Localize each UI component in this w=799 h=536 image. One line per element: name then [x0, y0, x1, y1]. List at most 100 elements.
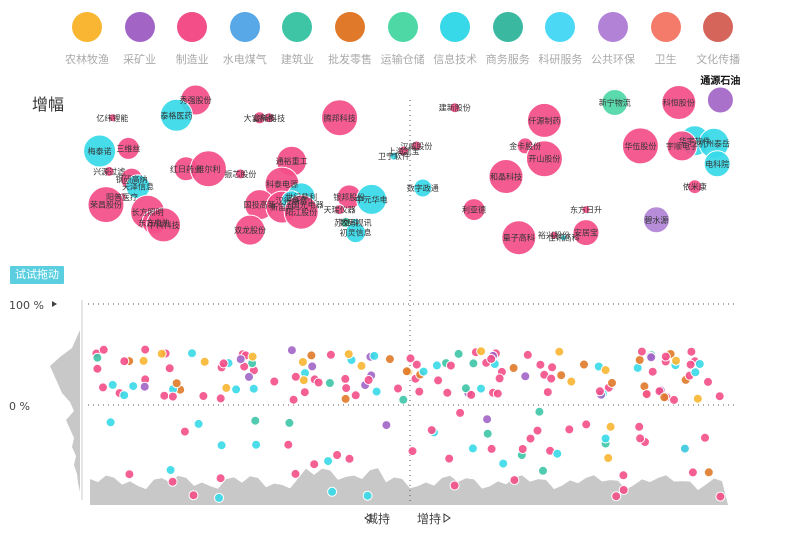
bubble-宇顺电子[interactable]	[666, 130, 698, 162]
y-handle-arrow-icon[interactable]	[52, 301, 57, 307]
bubble-亿纬锂能[interactable]	[107, 113, 117, 123]
mid-band-dot[interactable]	[221, 382, 232, 393]
mid-band-dot[interactable]	[476, 346, 487, 357]
bubble-通源石油[interactable]	[706, 86, 734, 114]
bubble-量子高科[interactable]	[501, 220, 537, 256]
mid-band-dot[interactable]	[198, 391, 209, 401]
mid-band-dot[interactable]	[431, 360, 442, 371]
bubble-东方日升[interactable]	[581, 205, 591, 215]
bubble-阳江股份[interactable]	[283, 194, 319, 230]
mid-band-dot[interactable]	[694, 359, 705, 369]
mid-band-dot[interactable]	[288, 394, 299, 405]
mid-band-dot[interactable]	[248, 383, 259, 394]
mid-band-dot[interactable]	[171, 378, 182, 389]
increase-holdings-label[interactable]: 增持	[417, 512, 442, 526]
legend-item-3[interactable]: 水电煤气	[212, 12, 278, 67]
legend-item-5[interactable]: 批发零售	[317, 12, 383, 67]
bubble-汉威股份[interactable]	[410, 140, 422, 152]
mid-band-dot[interactable]	[703, 376, 713, 387]
mid-band-dot[interactable]	[156, 348, 167, 359]
legend-item-0[interactable]: 农林牧渔	[54, 12, 120, 67]
negative-band-dot[interactable]	[564, 424, 575, 435]
legend-item-12[interactable]: 文化传播	[685, 12, 751, 67]
negative-band-dot[interactable]	[517, 444, 528, 454]
bubble-天瑞仪器[interactable]	[334, 204, 346, 216]
negative-band-dot[interactable]	[482, 414, 493, 425]
bubble-数字政通[interactable]	[413, 178, 433, 198]
bubble-新宁物流[interactable]	[601, 89, 629, 116]
mid-band-dot[interactable]	[140, 344, 151, 355]
mid-band-dot[interactable]	[468, 358, 479, 369]
negative-band-dot[interactable]	[250, 415, 261, 426]
bubble-荣昌股份[interactable]	[87, 186, 125, 224]
mid-band-dot[interactable]	[460, 383, 471, 394]
mid-band-dot[interactable]	[325, 349, 336, 360]
negative-band-dot[interactable]	[534, 406, 545, 417]
mid-band-dot[interactable]	[107, 379, 118, 390]
negative-band-dot[interactable]	[426, 425, 437, 436]
negative-band-dot[interactable]	[284, 417, 295, 428]
drag-hint-tag[interactable]: 试试拖动	[10, 266, 64, 284]
mid-band-dot[interactable]	[522, 349, 533, 360]
negative-band-dot[interactable]	[605, 421, 616, 432]
mid-band-dot[interactable]	[139, 381, 150, 392]
negative-band-dot[interactable]	[193, 418, 204, 429]
negative-band-dot[interactable]	[323, 456, 334, 467]
legend-item-6[interactable]: 运输仓储	[370, 12, 436, 67]
mid-band-dot[interactable]	[401, 366, 412, 377]
mid-band-dot[interactable]	[686, 346, 697, 357]
negative-band-dot[interactable]	[635, 433, 646, 444]
mid-band-dot[interactable]	[199, 356, 210, 367]
negative-band-dot[interactable]	[214, 492, 224, 503]
negative-band-dot[interactable]	[216, 440, 227, 451]
negative-band-dot[interactable]	[105, 417, 116, 428]
negative-band-dot[interactable]	[327, 486, 338, 497]
negative-band-dot[interactable]	[344, 453, 355, 464]
negative-band-dot[interactable]	[600, 433, 611, 444]
bubble-依米康[interactable]	[687, 179, 703, 195]
mid-band-dot[interactable]	[647, 366, 658, 377]
mid-band-dot[interactable]	[128, 381, 139, 392]
negative-band-dot[interactable]	[611, 491, 622, 502]
bubble-和晶科技[interactable]	[488, 159, 524, 194]
mid-band-dot[interactable]	[646, 352, 657, 363]
mid-band-dot[interactable]	[286, 345, 297, 356]
bubble-建新股份[interactable]	[449, 102, 461, 114]
mid-band-dot[interactable]	[98, 382, 108, 393]
mid-band-dot[interactable]	[187, 348, 197, 359]
negative-band-dot[interactable]	[482, 428, 493, 439]
legend-item-10[interactable]: 公共环保	[580, 12, 646, 67]
negative-band-dot[interactable]	[167, 476, 178, 487]
mid-band-dot[interactable]	[244, 371, 254, 382]
bubble-佳讯高科[interactable]	[560, 234, 568, 242]
mid-band-dot[interactable]	[313, 377, 324, 388]
negative-band-dot[interactable]	[532, 425, 543, 436]
mid-band-dot[interactable]	[384, 354, 395, 365]
legend-item-4[interactable]: 建筑业	[264, 12, 330, 67]
negative-band-dot[interactable]	[290, 468, 301, 479]
bubble-华伍股份[interactable]	[621, 127, 659, 165]
mid-band-dot[interactable]	[341, 383, 352, 394]
mid-band-dot[interactable]	[466, 389, 477, 400]
negative-band-dot[interactable]	[124, 469, 135, 480]
mid-band-dot[interactable]	[641, 389, 652, 400]
mid-band-dot[interactable]	[714, 391, 725, 402]
mid-band-dot[interactable]	[556, 370, 567, 381]
mid-band-dot[interactable]	[554, 346, 565, 357]
negative-band-dot[interactable]	[703, 467, 714, 478]
mid-band-dot[interactable]	[594, 386, 605, 397]
mid-band-dot[interactable]	[307, 361, 318, 372]
mid-band-dot[interactable]	[369, 350, 380, 361]
mid-band-dot[interactable]	[690, 367, 701, 378]
negative-band-dot[interactable]	[407, 446, 418, 457]
mid-band-dot[interactable]	[671, 355, 681, 366]
bubble-科恒股份[interactable]	[661, 85, 697, 120]
mid-band-dot[interactable]	[486, 353, 497, 364]
bubble-仟源制药[interactable]	[526, 102, 562, 138]
bubble-安居宝[interactable]	[572, 219, 600, 247]
bubble-泰格医药[interactable]	[159, 98, 193, 132]
negative-band-dot[interactable]	[444, 453, 455, 464]
mid-band-dot[interactable]	[324, 378, 335, 388]
mid-band-dot[interactable]	[98, 344, 109, 355]
